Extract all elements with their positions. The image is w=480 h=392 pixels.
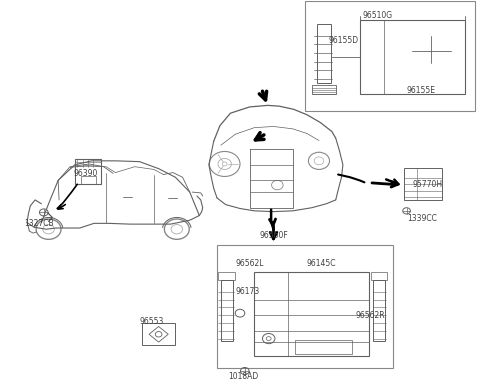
Text: 1018AD: 1018AD xyxy=(228,372,258,381)
Bar xyxy=(217,245,393,368)
Text: 96560F: 96560F xyxy=(259,231,288,240)
Text: 1327CB: 1327CB xyxy=(24,219,54,228)
Text: 95770H: 95770H xyxy=(412,180,443,189)
Bar xyxy=(221,280,233,341)
Text: 96562L: 96562L xyxy=(235,259,264,268)
Bar xyxy=(312,85,336,94)
Bar xyxy=(404,168,442,200)
Bar xyxy=(317,24,331,83)
Text: 96145C: 96145C xyxy=(306,259,336,268)
Bar xyxy=(254,272,369,356)
Text: 1339CC: 1339CC xyxy=(408,214,437,223)
Bar xyxy=(371,272,387,280)
Text: 96510G: 96510G xyxy=(363,11,393,20)
Bar xyxy=(143,323,175,345)
Text: 96173: 96173 xyxy=(235,287,260,296)
Bar xyxy=(218,272,235,280)
Bar xyxy=(75,159,101,184)
Text: 96155E: 96155E xyxy=(407,86,435,95)
Text: 96390: 96390 xyxy=(74,169,98,178)
Text: 96562R: 96562R xyxy=(356,310,385,319)
Text: 96553: 96553 xyxy=(139,317,164,326)
Text: 96155D: 96155D xyxy=(328,36,359,45)
Bar xyxy=(295,340,352,354)
Bar xyxy=(305,2,475,111)
Bar xyxy=(360,20,465,94)
Bar xyxy=(373,280,385,341)
Bar xyxy=(81,176,96,184)
